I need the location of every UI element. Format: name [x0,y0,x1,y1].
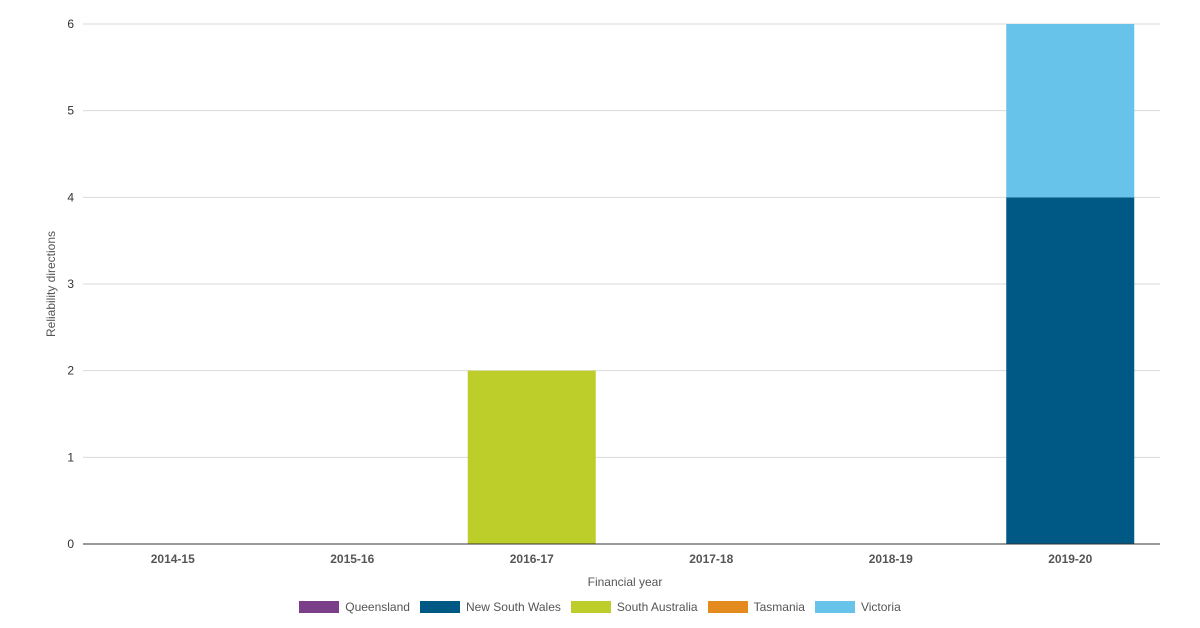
y-axis-title: Reliability directions [44,231,58,337]
y-tick-label: 2 [67,364,74,378]
legend-swatch [814,601,855,613]
x-tick-label: 2017-18 [689,552,733,566]
y-tick-label: 6 [67,17,74,31]
legend-label: Queensland [345,600,410,614]
x-tick-label: 2018-19 [869,552,913,566]
bar-segment [1006,197,1135,545]
legend-label: Tasmania [753,600,805,614]
bars [467,24,1135,545]
legend-label: Victoria [860,600,901,614]
y-tick-label: 5 [67,104,74,118]
gridlines [83,23,1160,458]
x-tick-label: 2015-16 [330,552,374,566]
legend-label: South Australia [616,600,698,614]
legend: Queensland New South Wales South Australia… [0,600,1200,614]
y-tick-label: 3 [67,277,74,291]
x-tick-label: 2019-20 [1048,552,1092,566]
x-axis-title: Financial year [588,575,663,589]
y-tick-labels: 0 1 2 3 4 5 6 [67,17,74,551]
bar-segment [1006,24,1135,198]
x-tick-label: 2014-15 [151,552,195,566]
legend-item[interactable]: New South Wales [419,600,561,614]
y-tick-label: 4 [67,190,74,204]
x-tick-label: 2016-17 [510,552,554,566]
legend-item[interactable]: Victoria [814,600,901,614]
x-tick-labels: 2014-15 2015-16 2016-17 2017-18 2018-19 2019-… [151,552,1093,566]
legend-swatch [299,601,340,613]
y-tick-label: 1 [67,450,74,464]
legend-item[interactable]: Queensland [299,600,410,614]
legend-swatch [419,601,460,613]
legend-item[interactable]: Tasmania [707,600,805,614]
bar-segment [467,370,596,544]
legend-swatch [707,601,748,613]
legend-swatch [570,601,611,613]
legend-item[interactable]: South Australia [570,600,698,614]
y-tick-label: 0 [67,537,74,551]
legend-label: New South Wales [465,600,561,614]
